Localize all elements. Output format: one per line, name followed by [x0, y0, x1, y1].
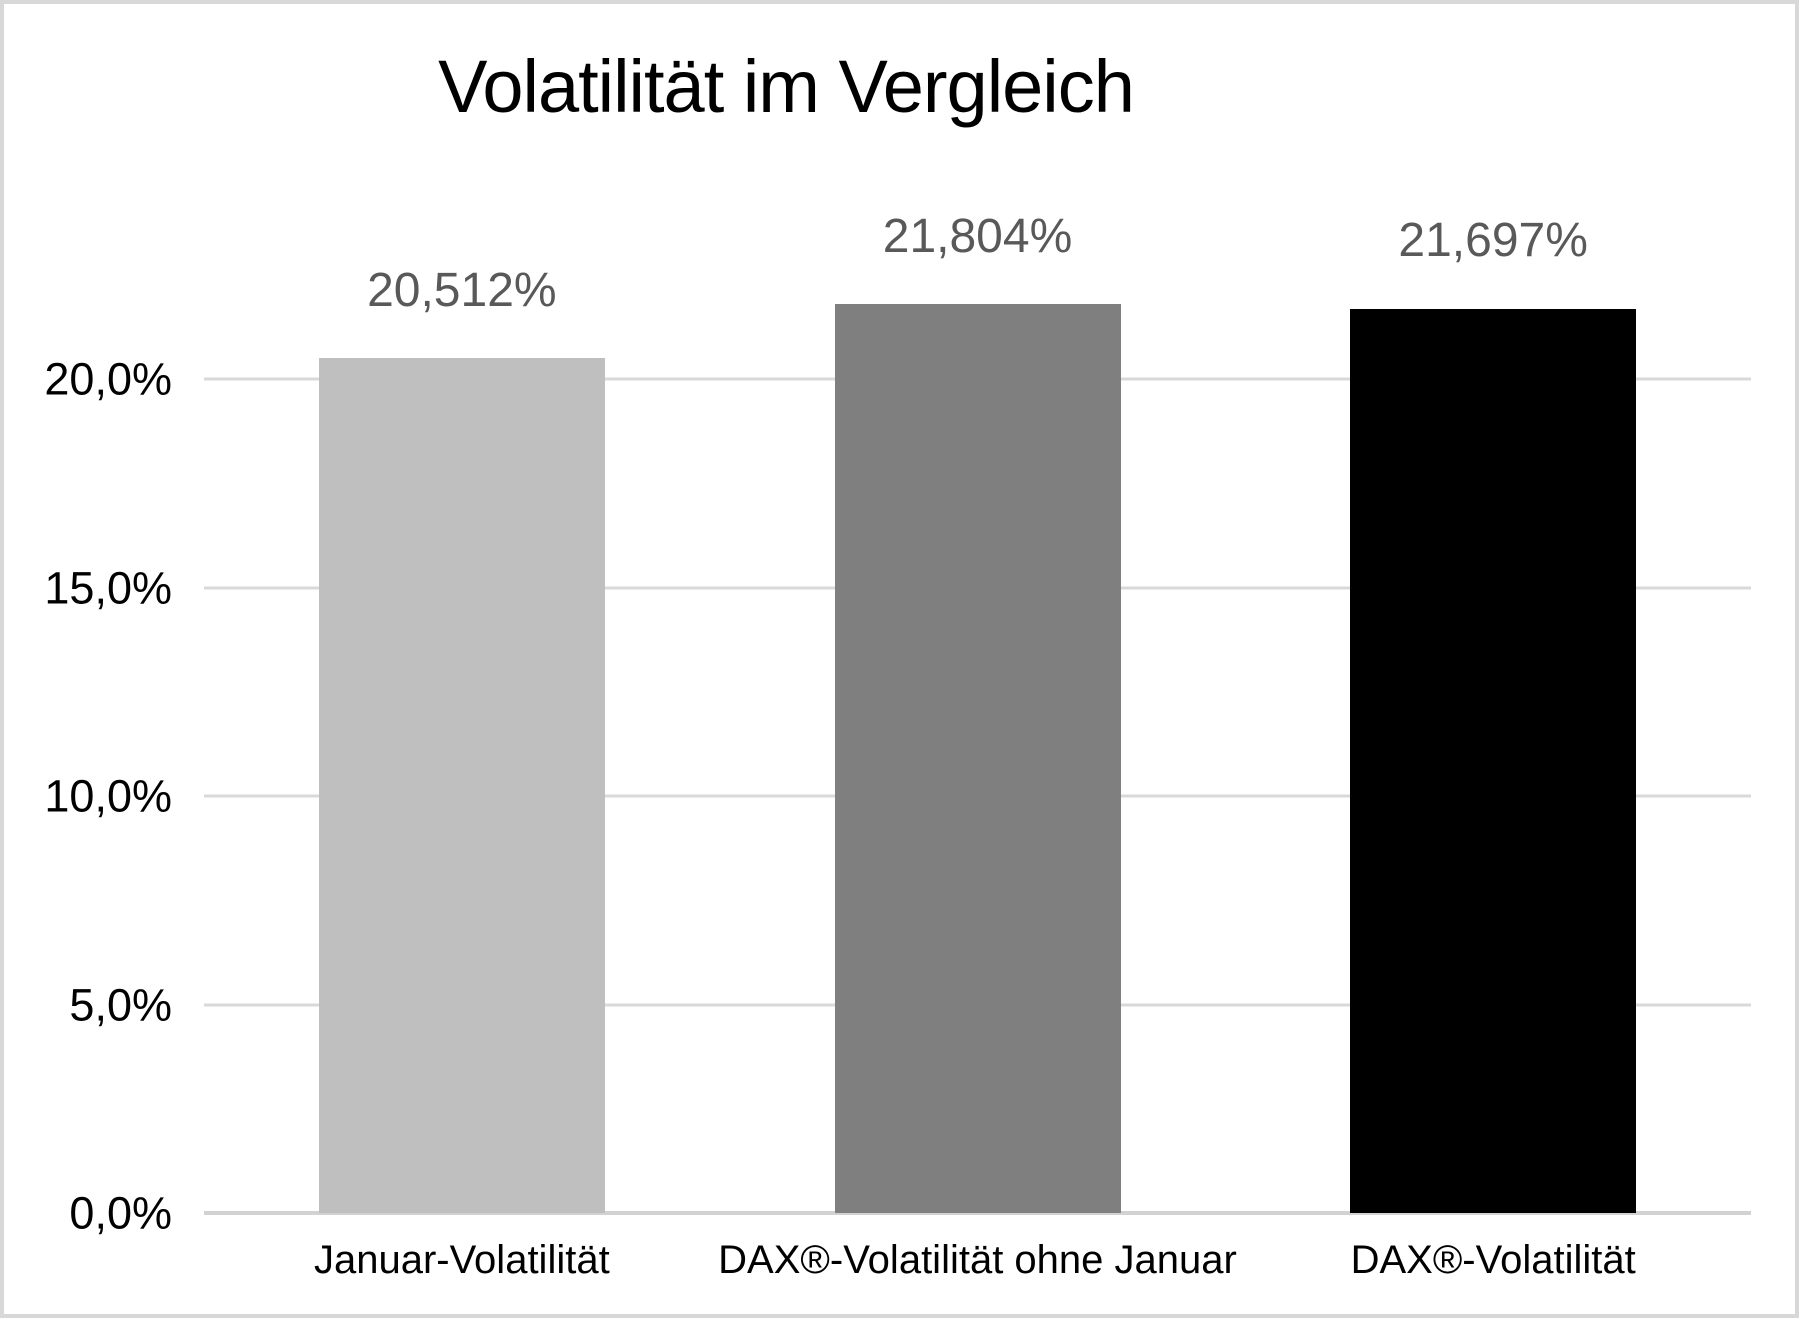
- category-label: DAX®-Volatilität: [1350, 1238, 1636, 1282]
- chart-title: Volatilität im Vergleich: [438, 45, 1135, 128]
- bar-dax-volatilitaet: [1350, 308, 1637, 1213]
- y-tick-label: 0,0%: [69, 1187, 172, 1239]
- y-axis: 0,0% 5,0% 10,0% 15,0% 20,0%: [4, 296, 172, 1236]
- category-label: Januar-Volatilität: [313, 1238, 610, 1282]
- bar-value-label: 21,804%: [882, 209, 1073, 263]
- y-tick-label: 10,0%: [44, 770, 172, 822]
- plot-area: 20,512% 21,804% 21,697%: [204, 210, 1751, 1215]
- bar-value-label: 20,512%: [367, 263, 557, 317]
- y-tick-label: 5,0%: [69, 979, 172, 1031]
- bar-dax-volatilitaet-ohne-januar: [834, 304, 1121, 1213]
- x-axis-line: [204, 1211, 1751, 1215]
- y-tick-label: 15,0%: [44, 562, 172, 614]
- x-axis: Januar-Volatilität DAX®-Volatilität ohne…: [204, 1236, 1751, 1306]
- category-label: DAX®-Volatilität ohne Januar: [718, 1238, 1237, 1282]
- y-tick-label: 20,0%: [44, 353, 172, 405]
- bar-januar-volatilitaet: [318, 358, 605, 1213]
- bar-value-label: 21,697%: [1398, 214, 1588, 268]
